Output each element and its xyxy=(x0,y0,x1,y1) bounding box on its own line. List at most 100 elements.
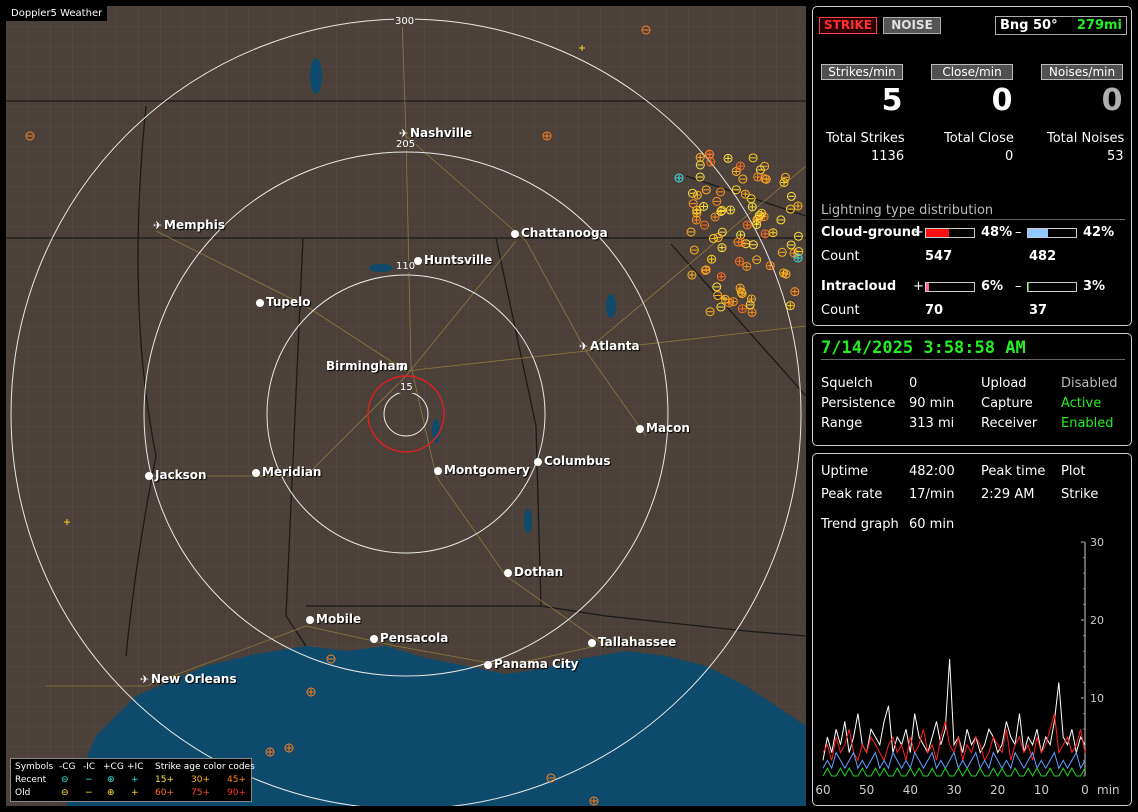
range-ring-label: 300 xyxy=(394,16,416,27)
city-dot-icon xyxy=(588,639,596,647)
strike-marker-icon xyxy=(737,304,747,314)
ic-positive-count: 70 xyxy=(925,303,944,318)
uptime-label: Uptime xyxy=(821,464,869,479)
close-range-ring xyxy=(367,375,445,453)
cg-negative-pct: 42% xyxy=(1083,225,1115,240)
strike-marker-icon xyxy=(705,149,715,159)
noises-per-min-value: 0 xyxy=(1101,83,1123,118)
neg-ic-recent-icon: − xyxy=(85,775,93,785)
trend-graph: 30 20 10 60 50 40 30 20 10 0 min xyxy=(815,536,1120,797)
cg-negative-count: 482 xyxy=(1029,249,1057,264)
strike-status-panel: STRIKE NOISE Bng 50° 279mi Strikes/min C… xyxy=(812,6,1132,326)
total-close-value: 0 xyxy=(1005,149,1014,164)
map-canvas[interactable] xyxy=(6,6,806,806)
legend-header: -IC xyxy=(83,762,96,772)
trend-x-tick-label: 50 xyxy=(859,783,874,797)
uptime-value: 482:00 xyxy=(909,464,955,479)
cg-positive-pct: 48% xyxy=(981,225,1013,240)
strike-marker-icon xyxy=(689,245,699,255)
strikes-per-min-value: 5 xyxy=(881,83,903,118)
cg-positive-bar xyxy=(925,228,975,238)
close-per-min-header: Close/min xyxy=(931,64,1013,80)
trend-x-unit: min xyxy=(1097,783,1120,797)
legend-age: 30+ xyxy=(191,775,210,785)
squelch-value: 0 xyxy=(909,376,918,391)
city-label: Chattanooga xyxy=(521,226,608,240)
lakes xyxy=(310,58,616,533)
neg-cg-old-icon: ⊖ xyxy=(61,788,69,798)
trend-series-line xyxy=(822,767,1086,778)
city-dot-icon xyxy=(306,616,314,624)
strike-marker-icon xyxy=(713,233,723,243)
cg-minus-sign: – xyxy=(1015,225,1022,240)
legend-header: -CG xyxy=(59,762,76,772)
noises-per-min-header: Noises/min xyxy=(1041,64,1123,80)
city-dot-icon xyxy=(414,257,422,265)
legend-recent-label: Recent xyxy=(15,775,47,785)
total-close-label: Total Close xyxy=(944,131,1014,146)
range-ring-label: 15 xyxy=(399,382,414,393)
strike-marker-icon xyxy=(686,227,696,237)
strike-marker-icon xyxy=(742,220,752,230)
strike-marker-icon xyxy=(740,189,750,199)
pos-ic-recent-icon: + xyxy=(131,775,139,785)
strike-marker-icon xyxy=(284,743,294,753)
strike-marker-icon xyxy=(701,265,711,275)
strike-button[interactable]: STRIKE xyxy=(819,17,877,34)
strike-markers xyxy=(25,25,804,806)
strike-marker-icon xyxy=(748,153,758,163)
capture-label: Capture xyxy=(981,396,1033,411)
peak-time-value: 2:29 AM xyxy=(981,487,1035,502)
strike-marker-icon xyxy=(720,294,730,304)
trend-x-tick-label: 60 xyxy=(815,783,830,797)
airport-icon: ✈ xyxy=(140,673,150,686)
cg-count-label: Count xyxy=(821,249,860,264)
strike-marker-icon xyxy=(705,307,715,317)
lightning-map[interactable]: Doppler5 Weather 300 205 110 15 ✈ Nashvil… xyxy=(6,6,806,806)
strike-marker-icon xyxy=(731,185,741,195)
receiver-label: Receiver xyxy=(981,416,1038,431)
range-ring-110 xyxy=(266,274,546,554)
strike-marker-icon xyxy=(712,282,722,292)
strike-marker-icon xyxy=(687,270,697,280)
city-label: Mobile xyxy=(316,612,362,626)
airport-icon: ✈ xyxy=(153,219,163,232)
intracloud-marker-icon xyxy=(64,519,70,525)
strike-marker-icon xyxy=(737,289,747,299)
noise-button[interactable]: NOISE xyxy=(883,17,941,34)
legend-age: 90+ xyxy=(227,788,246,798)
intracloud-label: Intracloud xyxy=(821,279,897,294)
city-dot-icon xyxy=(145,472,153,480)
strike-marker-icon xyxy=(674,173,684,183)
city-dot-icon xyxy=(252,469,260,477)
strike-marker-icon xyxy=(785,301,795,311)
strike-marker-icon xyxy=(699,202,709,211)
strike-marker-icon xyxy=(716,187,726,197)
city-label: Nashville xyxy=(410,126,473,140)
pos-cg-old-icon: ⊕ xyxy=(107,788,115,798)
ic-count-label: Count xyxy=(821,303,860,318)
city-label: Panama City xyxy=(494,657,579,671)
city-label: Macon xyxy=(646,421,690,435)
strike-marker-icon xyxy=(717,243,727,253)
strike-marker-icon xyxy=(776,215,786,225)
plot-label: Plot xyxy=(1061,464,1086,479)
strike-marker-icon xyxy=(753,172,763,182)
strike-marker-icon xyxy=(326,654,336,664)
strike-marker-icon xyxy=(754,210,764,220)
range-ring-label: 205 xyxy=(395,139,417,150)
pos-ic-old-icon: + xyxy=(131,788,139,798)
separator xyxy=(821,219,1125,220)
strike-marker-icon xyxy=(708,233,718,243)
city-label: Pensacola xyxy=(380,631,449,645)
distance-value: 279mi xyxy=(1076,18,1122,33)
strike-marker-icon xyxy=(752,255,762,265)
ic-plus-sign: + xyxy=(913,279,924,294)
total-noises-label: Total Noises xyxy=(1047,131,1125,146)
strike-marker-icon xyxy=(737,238,747,248)
strike-marker-icon xyxy=(760,174,770,184)
strike-marker-icon xyxy=(746,294,756,304)
legend-age: 75+ xyxy=(191,788,210,798)
range-ring-label: 110 xyxy=(395,261,417,272)
strike-marker-icon xyxy=(25,131,35,141)
